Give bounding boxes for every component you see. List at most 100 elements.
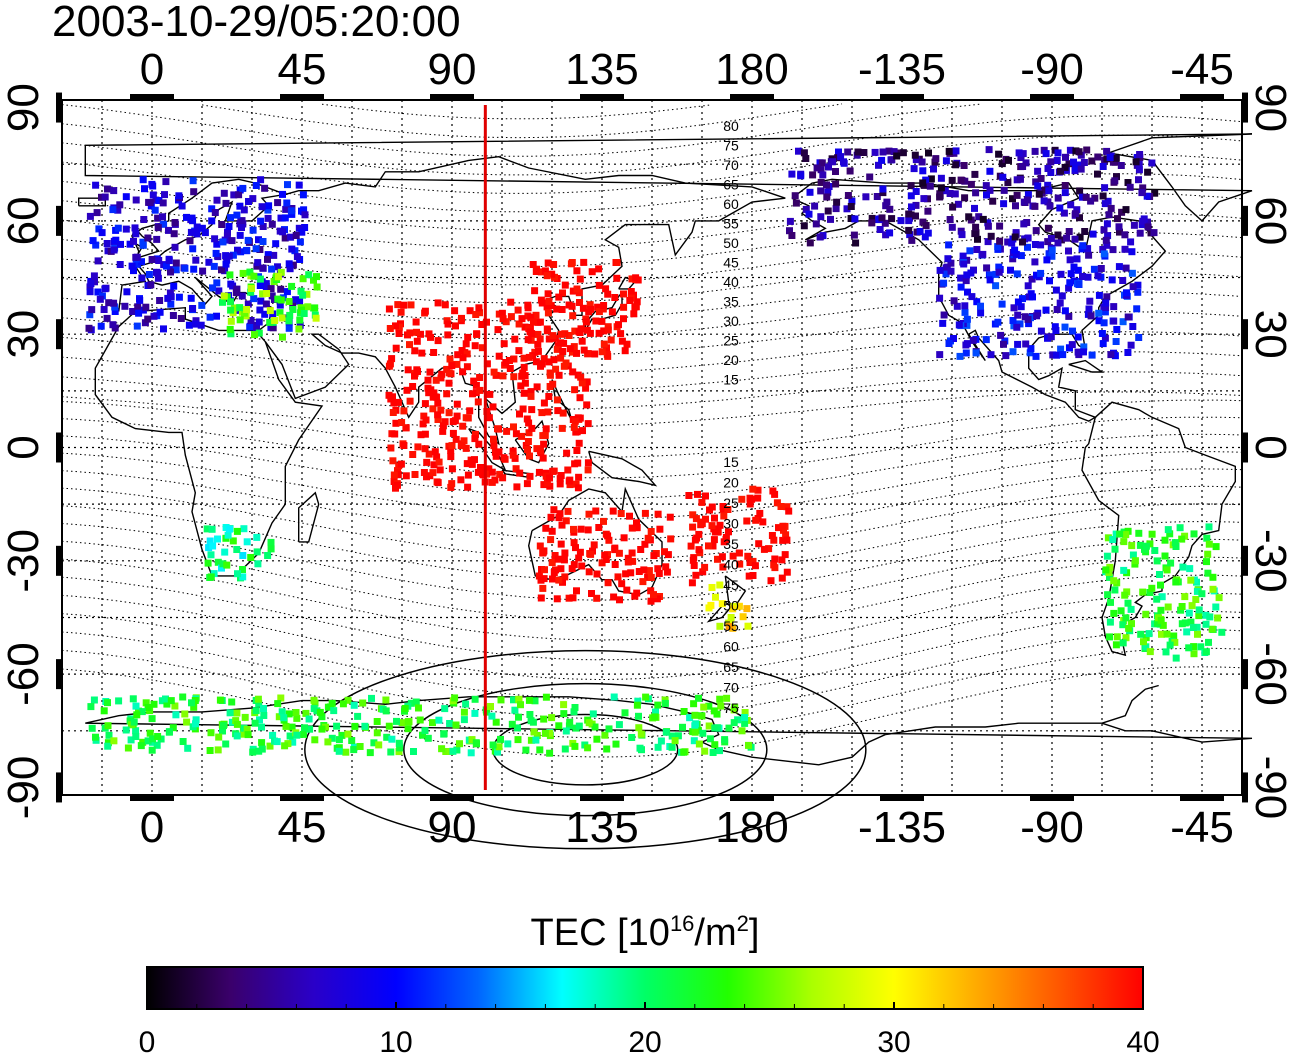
tec-cell (1125, 624, 1133, 632)
tec-cell (716, 521, 724, 529)
tec-cell (906, 214, 913, 222)
tec-cell (115, 697, 123, 705)
tec-cell (1190, 650, 1198, 658)
tec-cell (252, 182, 260, 189)
tec-cell (151, 206, 159, 214)
tec-cell (444, 331, 452, 339)
tec-cell (472, 381, 480, 389)
tec-cell (261, 184, 269, 192)
tec-cell (594, 303, 602, 311)
tec-cell (258, 723, 265, 731)
tec-cell (243, 246, 251, 254)
tec-cell (172, 711, 180, 719)
tec-cell (716, 622, 724, 630)
tec-cell (823, 193, 831, 201)
lon-tick-top: 180 (715, 45, 788, 94)
tec-cell (695, 546, 703, 554)
coastline-new-guinea (588, 450, 658, 487)
tec-cell (647, 573, 655, 581)
tec-cell (1100, 250, 1108, 258)
tec-cell (919, 179, 927, 187)
tec-cell (937, 174, 945, 182)
tec-cell (695, 740, 703, 748)
tec-cell (1114, 215, 1121, 223)
tec-cell (604, 326, 612, 334)
tec-cell (735, 602, 743, 610)
tec-cell (592, 507, 600, 515)
tec-cell (189, 305, 197, 312)
tec-cell (286, 265, 294, 273)
tec-cell (523, 415, 531, 423)
tec-cell (178, 202, 186, 210)
tec-cell (255, 747, 263, 755)
tec-cell (1206, 613, 1214, 621)
tec-cell (437, 406, 445, 414)
tec-cell (276, 309, 284, 317)
tec-cell (282, 722, 290, 730)
tec-cell (986, 271, 994, 279)
tec-cell (843, 205, 851, 213)
tec-cell (460, 708, 468, 716)
tec-cell (952, 147, 960, 155)
tec-cell (553, 595, 561, 603)
tec-cell (114, 224, 122, 232)
tec-cell (356, 743, 364, 750)
tec-cell (688, 579, 696, 587)
tec-cell (436, 466, 444, 474)
tec-cell (287, 207, 295, 215)
tec-cell (1215, 594, 1223, 602)
tec-cell (1103, 552, 1111, 560)
tec-cell (886, 229, 894, 237)
tec-cell (262, 283, 270, 291)
tec-cell (1066, 256, 1074, 264)
tec-cell (1065, 247, 1072, 255)
tec-cell (223, 561, 231, 569)
tec-cell (1009, 317, 1017, 324)
tec-cell (445, 379, 453, 387)
tec-cell (532, 358, 540, 366)
tec-cell (569, 594, 577, 602)
tec-cell (1053, 157, 1061, 164)
tec-cell (549, 332, 557, 340)
tec-cell (701, 747, 709, 755)
tec-cell (613, 274, 621, 282)
tec-cell (1032, 352, 1040, 360)
tec-cell (580, 258, 588, 266)
tec-cell (963, 321, 971, 329)
tec-cell (292, 296, 300, 304)
tec-cell (571, 417, 579, 425)
tec-cell (475, 304, 483, 312)
tec-cell (950, 297, 958, 305)
tec-cell (223, 232, 231, 240)
tec-cell (936, 193, 944, 201)
tec-cell (213, 196, 221, 204)
tec-cell (239, 730, 247, 738)
tec-cell (633, 701, 641, 709)
tec-cell (647, 587, 655, 595)
tec-cell (226, 325, 234, 333)
tec-cell (138, 708, 146, 716)
tec-cell (240, 525, 248, 533)
tec-cell (258, 203, 266, 211)
tec-cell (560, 701, 568, 709)
tec-cell (689, 511, 697, 519)
tec-cell (312, 314, 320, 322)
tec-cell (333, 722, 341, 730)
tec-cell (1102, 236, 1110, 244)
tec-cell (883, 198, 891, 206)
tec-cell (963, 340, 971, 348)
tec-cell (116, 201, 124, 209)
tec-cell (566, 718, 574, 726)
tec-cell (467, 456, 475, 464)
tec-cell (1187, 618, 1195, 626)
tec-cell (1101, 308, 1109, 316)
tec-cell (261, 310, 269, 318)
tec-cell (156, 297, 164, 304)
tec-cell (1178, 603, 1186, 610)
tec-cell (1054, 149, 1062, 157)
tec-cell (282, 205, 290, 213)
tec-cell (130, 237, 137, 245)
tec-cell (544, 309, 552, 317)
tec-cell (1157, 616, 1165, 624)
